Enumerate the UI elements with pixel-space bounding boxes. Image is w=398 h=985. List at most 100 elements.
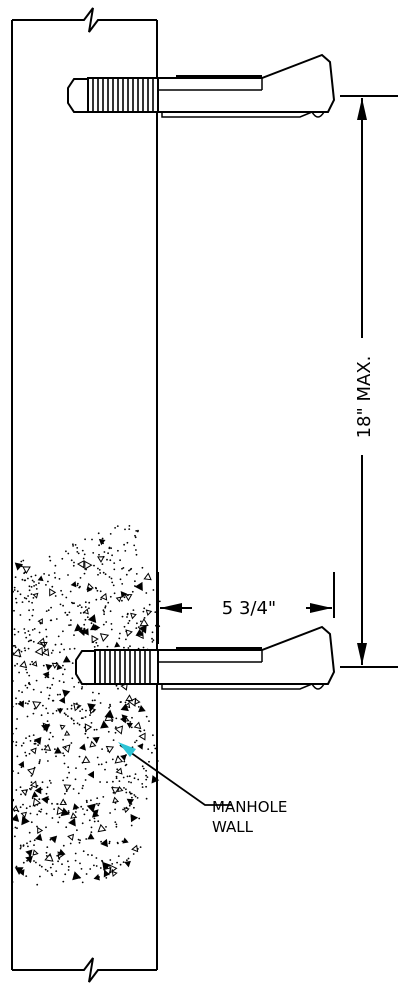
concrete-dot: [28, 735, 31, 738]
concrete-dot: [30, 586, 33, 588]
concrete-aggregate: [130, 813, 139, 823]
concrete-dot: [106, 558, 108, 561]
concrete-dot: [11, 699, 13, 702]
concrete-dot: [63, 648, 65, 651]
concrete-dot: [36, 784, 39, 787]
concrete-dot: [87, 853, 89, 856]
concrete-dot: [95, 587, 98, 590]
concrete-dot: [104, 606, 107, 609]
concrete-dot: [48, 738, 51, 741]
concrete-dot: [88, 601, 91, 604]
concrete-dot: [15, 727, 18, 730]
concrete-dot: [27, 630, 30, 632]
concrete-dot: [70, 619, 72, 622]
concrete-aggregate: [151, 775, 160, 784]
concrete-dot: [28, 600, 30, 603]
concrete-aggregate: [72, 803, 80, 811]
projection-label: 5 3/4": [222, 598, 276, 619]
upper-step-underside: [161, 111, 313, 118]
concrete-dot: [130, 824, 133, 827]
concrete-dot: [129, 792, 132, 795]
concrete-dot: [26, 686, 29, 689]
concrete-aggregate: [58, 848, 66, 856]
concrete-dot: [125, 791, 128, 794]
concrete-dot: [73, 722, 75, 725]
concrete-dot: [128, 525, 131, 527]
concrete-aggregate: [63, 784, 72, 792]
concrete-dot: [70, 559, 73, 562]
concrete-dot: [113, 568, 116, 571]
concrete-aggregate: [126, 722, 133, 729]
concrete-dot: [62, 604, 64, 607]
concrete-aggregate: [17, 700, 25, 708]
concrete-dot: [95, 857, 98, 859]
concrete-dot: [129, 645, 131, 648]
concrete-dot: [126, 775, 129, 778]
concrete-dot: [76, 547, 79, 549]
concrete-dot: [61, 557, 64, 560]
concrete-dot: [60, 589, 62, 592]
concrete-dot: [96, 797, 99, 800]
wall-top-break-line: [12, 7, 157, 33]
concrete-dot: [36, 883, 39, 886]
concrete-dot: [133, 806, 135, 809]
concrete-dot: [40, 788, 43, 791]
concrete-dot: [119, 559, 121, 562]
concrete-dot: [45, 751, 47, 754]
concrete-dot: [123, 596, 126, 599]
concrete-dot: [31, 614, 34, 617]
concrete-dot: [153, 744, 156, 747]
concrete-dot: [74, 852, 77, 855]
concrete-dot: [32, 640, 35, 643]
concrete-dot: [30, 639, 33, 642]
concrete-dot: [65, 550, 67, 553]
concrete-dot: [92, 552, 95, 554]
concrete-dot: [130, 781, 133, 784]
concrete-dot: [119, 632, 121, 635]
concrete-dot: [22, 742, 25, 744]
concrete-aggregate: [20, 811, 28, 819]
concrete-dot: [129, 721, 132, 723]
concrete-aggregate: [124, 594, 133, 602]
concrete-dot: [49, 866, 52, 869]
concrete-dot: [72, 719, 75, 722]
concrete-dot: [29, 812, 32, 815]
concrete-aggregate: [37, 575, 44, 582]
concrete-dot: [138, 817, 141, 820]
concrete-dot: [67, 574, 69, 576]
upper-manhole-step: [67, 53, 336, 118]
lower-manhole-step: [75, 625, 336, 690]
concrete-dot: [135, 530, 138, 532]
concrete-dot: [32, 597, 35, 599]
concrete-dot: [15, 703, 18, 705]
concrete-dot: [125, 638, 127, 641]
concrete-dot: [22, 845, 25, 847]
concrete-dot: [54, 576, 57, 579]
concrete-dot: [72, 545, 74, 547]
concrete-dot: [113, 562, 116, 564]
concrete-dot: [16, 827, 18, 830]
concrete-dot: [19, 593, 22, 596]
concrete-dot: [103, 551, 106, 553]
concrete-dot: [38, 582, 40, 584]
lower-step-underside: [161, 683, 313, 690]
concrete-aggregate: [37, 826, 44, 834]
vertical-spacing-label: 18" MAX.: [354, 356, 375, 439]
concrete-dot: [156, 760, 159, 762]
concrete-aggregate: [72, 871, 82, 881]
concrete-dot: [40, 865, 43, 868]
concrete-dot: [104, 605, 107, 607]
concrete-dot: [25, 807, 28, 810]
concrete-dot: [123, 543, 125, 546]
concrete-aggregate: [131, 844, 139, 853]
concrete-dot: [55, 870, 58, 872]
callout-leader-arrowhead: [118, 742, 136, 757]
concrete-dot: [50, 782, 52, 784]
concrete-dot: [82, 784, 84, 787]
concrete-dot: [64, 873, 67, 876]
concrete-dot: [81, 822, 84, 825]
concrete-aggregate: [14, 562, 24, 571]
concrete-dot: [141, 566, 144, 569]
concrete-dot: [41, 781, 44, 784]
